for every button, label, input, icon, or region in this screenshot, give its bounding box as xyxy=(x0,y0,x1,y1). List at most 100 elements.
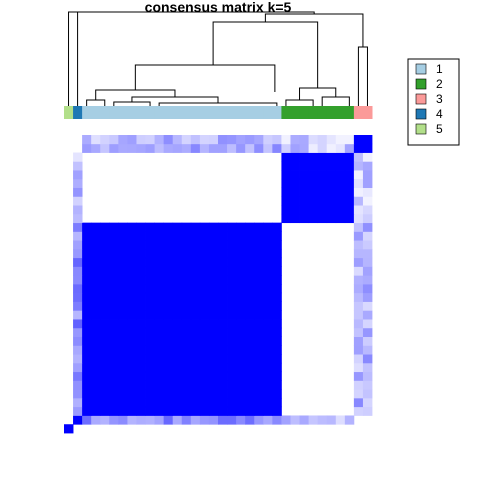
heatmap-cell-22-9 xyxy=(145,231,155,241)
heatmap-cell-23-4 xyxy=(100,222,110,232)
heatmap-cell-23-6 xyxy=(118,222,128,232)
heatmap-cell-18-14 xyxy=(190,266,201,276)
heatmap-cell-3-3 xyxy=(91,397,101,408)
heatmap-cell-28-28 xyxy=(317,178,328,188)
heatmap-cell-9-5 xyxy=(109,345,119,355)
heatmap-cell-1-14 xyxy=(190,415,201,425)
heatmap-cell-33-4 xyxy=(100,135,110,145)
heatmap-cell-32-21 xyxy=(254,143,264,153)
heatmap-cell-32-14 xyxy=(190,143,201,153)
heatmap-cell-6-21 xyxy=(254,371,264,381)
annotation-cell-24 xyxy=(281,106,291,119)
heatmap-cell-1-1 xyxy=(73,415,83,425)
heatmap-cell-20-14 xyxy=(190,248,201,259)
heatmap-cell-27-28 xyxy=(317,187,328,197)
annotation-cell-22 xyxy=(263,106,273,119)
heatmap-cell-16-33 xyxy=(362,284,373,294)
heatmap-cell-4-14 xyxy=(190,389,201,399)
heatmap-cell-21-10 xyxy=(154,240,165,250)
annotation-cell-28 xyxy=(317,106,328,119)
heatmap-cell-29-33 xyxy=(362,170,373,180)
heatmap-cell-7-23 xyxy=(272,362,282,373)
heatmap-cell-28-29 xyxy=(326,178,337,188)
heatmap-cell-25-27 xyxy=(308,205,319,215)
heatmap-cell-23-19 xyxy=(236,222,246,232)
heatmap-cell-16-14 xyxy=(190,284,201,294)
heatmap-cell-14-21 xyxy=(254,301,264,311)
heatmap-cell-26-33 xyxy=(362,196,373,206)
heatmap-cell-32-28 xyxy=(317,143,328,153)
heatmap-cell-29-25 xyxy=(290,170,300,180)
heatmap-cell-13-20 xyxy=(245,310,255,320)
heatmap-cell-18-7 xyxy=(127,266,137,276)
heatmap-cell-32-22 xyxy=(263,143,273,153)
heatmap-cell-3-20 xyxy=(245,397,255,408)
heatmap-cell-14-2 xyxy=(82,301,92,311)
heatmap-cell-17-2 xyxy=(82,275,92,285)
heatmap-cell-6-9 xyxy=(145,371,155,381)
heatmap-cell-33-21 xyxy=(254,135,264,145)
heatmap-cell-17-13 xyxy=(181,275,192,285)
heatmap-cell-18-16 xyxy=(208,266,219,276)
heatmap-cell-8-7 xyxy=(127,354,137,364)
heatmap-cell-6-5 xyxy=(109,371,119,381)
heatmap-cell-33-16 xyxy=(208,135,219,145)
heatmap-cell-19-11 xyxy=(163,257,174,267)
heatmap-cell-8-16 xyxy=(208,354,219,364)
heatmap-cell-23-11 xyxy=(163,222,174,232)
heatmap-cell-16-10 xyxy=(154,284,165,294)
heatmap-cell-11-17 xyxy=(218,327,228,337)
heatmap-cell-13-33 xyxy=(362,310,373,320)
heatmap-cell-6-11 xyxy=(163,371,174,381)
heatmap-cell-9-1 xyxy=(73,345,83,355)
heatmap-cell-19-18 xyxy=(227,257,237,267)
heatmap-cell-18-1 xyxy=(73,266,83,276)
heatmap-cell-33-23 xyxy=(272,135,282,145)
heatmap-cell-7-32 xyxy=(353,362,364,373)
heatmap-cell-5-20 xyxy=(245,380,255,390)
heatmap-cell-22-10 xyxy=(154,231,165,241)
heatmap-cell-21-32 xyxy=(353,240,364,250)
heatmap-cell-22-19 xyxy=(236,231,246,241)
heatmap-cell-6-20 xyxy=(245,371,255,381)
heatmap-cell-8-23 xyxy=(272,354,282,364)
heatmap-cell-30-25 xyxy=(290,161,300,171)
heatmap-cell-20-19 xyxy=(236,248,246,259)
heatmap-cell-15-16 xyxy=(208,292,219,302)
heatmap-cell-8-2 xyxy=(82,354,92,364)
heatmap-cell-33-15 xyxy=(199,135,210,145)
heatmap-cell-18-2 xyxy=(82,266,92,276)
heatmap-cell-19-17 xyxy=(218,257,228,267)
heatmap-cell-5-17 xyxy=(218,380,228,390)
heatmap-cell-29-24 xyxy=(281,170,291,180)
chart-title: consensus matrix k=5 xyxy=(145,0,292,15)
heatmap-cell-21-1 xyxy=(73,240,83,250)
heatmap-cell-12-7 xyxy=(127,319,137,329)
heatmap-cell-22-15 xyxy=(199,231,210,241)
heatmap-cell-9-10 xyxy=(154,345,165,355)
heatmap-cell-0-0 xyxy=(64,424,74,434)
heatmap-cell-6-1 xyxy=(73,371,83,381)
heatmap-cell-6-3 xyxy=(91,371,101,381)
heatmap-cell-15-32 xyxy=(353,292,364,302)
heatmap-cell-3-21 xyxy=(254,397,264,408)
heatmap-cell-25-1 xyxy=(73,205,83,215)
heatmap-cell-12-5 xyxy=(109,319,119,329)
heatmap-cell-23-5 xyxy=(109,222,119,232)
heatmap-cell-27-27 xyxy=(308,187,319,197)
heatmap-cell-21-18 xyxy=(227,240,237,250)
heatmap-cell-15-19 xyxy=(236,292,246,302)
heatmap-cell-33-24 xyxy=(281,135,291,145)
heatmap-cell-18-17 xyxy=(218,266,228,276)
heatmap-cell-12-11 xyxy=(163,319,174,329)
heatmap-cell-8-17 xyxy=(218,354,228,364)
heatmap-cell-13-6 xyxy=(118,310,128,320)
heatmap-cell-4-33 xyxy=(362,389,373,399)
dendrogram-link xyxy=(158,102,278,106)
heatmap-cell-9-21 xyxy=(254,345,264,355)
heatmap-cell-32-11 xyxy=(163,143,174,153)
heatmap-cell-3-2 xyxy=(82,397,92,408)
heatmap-cell-4-1 xyxy=(73,389,83,399)
heatmap-cell-9-16 xyxy=(208,345,219,355)
heatmap-cell-27-24 xyxy=(281,187,291,197)
